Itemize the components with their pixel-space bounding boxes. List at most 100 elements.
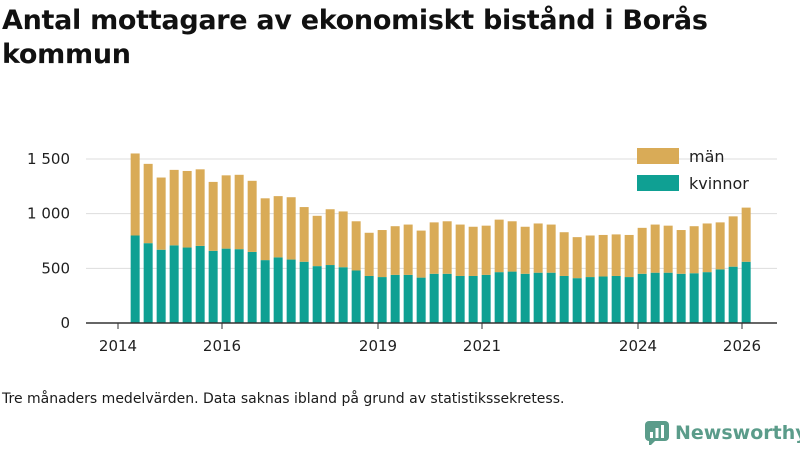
bar-man bbox=[234, 174, 244, 250]
bar-kvinnor bbox=[143, 243, 153, 323]
bar-man bbox=[650, 224, 660, 273]
bar-man bbox=[260, 198, 270, 261]
bar-man bbox=[494, 219, 504, 273]
bar-man bbox=[546, 224, 556, 273]
bar-kvinnor bbox=[442, 273, 452, 323]
bar-kvinnor bbox=[156, 249, 166, 323]
y-axis: 0 500 1 000 1 500 bbox=[27, 150, 70, 332]
bar-kvinnor bbox=[728, 266, 738, 323]
bar-kvinnor bbox=[377, 277, 387, 323]
y-tick-label: 500 bbox=[41, 259, 70, 277]
brand-logo[interactable]: Newsworthy bbox=[645, 419, 800, 447]
bar-man bbox=[143, 163, 153, 244]
bar-kvinnor bbox=[741, 261, 751, 323]
bar-man bbox=[520, 226, 530, 274]
bar-man bbox=[364, 232, 374, 276]
bar-kvinnor bbox=[234, 249, 244, 323]
bar-kvinnor bbox=[598, 276, 608, 323]
bar-kvinnor bbox=[637, 273, 647, 323]
bar-man bbox=[195, 169, 205, 246]
bar-kvinnor bbox=[663, 272, 673, 323]
bar-man bbox=[468, 226, 478, 276]
bar-kvinnor bbox=[611, 275, 621, 323]
bar-man bbox=[377, 230, 387, 278]
legend-swatch bbox=[637, 148, 679, 164]
y-tick-label: 1 500 bbox=[27, 150, 70, 168]
chart-title: Antal mottagare av ekonomiskt bistånd i … bbox=[2, 5, 708, 70]
bar-kvinnor bbox=[507, 271, 517, 323]
bar-man bbox=[156, 177, 166, 250]
bar-man bbox=[715, 222, 725, 270]
bar-man bbox=[299, 207, 309, 262]
bar-kvinnor bbox=[403, 274, 413, 323]
bar-man bbox=[247, 180, 257, 252]
x-tick-label: 2014 bbox=[99, 337, 137, 355]
bar-man bbox=[533, 223, 543, 273]
bar-kvinnor bbox=[416, 277, 426, 323]
x-axis: 2014 2016 2019 2021 2024 2026 bbox=[86, 322, 777, 355]
bar-kvinnor bbox=[273, 257, 283, 323]
bar-man bbox=[481, 225, 491, 275]
x-tick-label: 2021 bbox=[463, 337, 501, 355]
bar-kvinnor bbox=[468, 275, 478, 323]
bar-man bbox=[416, 230, 426, 278]
bar-man bbox=[585, 235, 595, 278]
legend: män kvinnor bbox=[637, 147, 749, 193]
bar-man bbox=[221, 175, 231, 249]
bar-man bbox=[663, 225, 673, 273]
bars bbox=[130, 153, 751, 323]
bar-kvinnor bbox=[481, 274, 491, 323]
bar-man bbox=[130, 153, 140, 236]
bar-kvinnor bbox=[208, 250, 218, 323]
legend-swatch bbox=[637, 175, 679, 191]
bar-man bbox=[689, 226, 699, 274]
bar-kvinnor bbox=[559, 275, 569, 323]
bar-man bbox=[507, 221, 517, 272]
bar-kvinnor bbox=[182, 247, 192, 323]
bar-kvinnor bbox=[130, 235, 140, 323]
brand-name: Newsworthy bbox=[675, 422, 800, 444]
x-tick-label: 2019 bbox=[359, 337, 397, 355]
bar-man bbox=[429, 222, 439, 274]
bar-kvinnor bbox=[546, 272, 556, 323]
bar-man bbox=[572, 237, 582, 279]
bar-man bbox=[208, 181, 218, 251]
bar-kvinnor bbox=[169, 245, 179, 323]
legend-label: kvinnor bbox=[689, 174, 749, 193]
bar-kvinnor bbox=[533, 272, 543, 323]
bar-kvinnor bbox=[429, 273, 439, 323]
bar-kvinnor bbox=[195, 245, 205, 323]
bar-man bbox=[637, 227, 647, 274]
bar-kvinnor bbox=[455, 275, 465, 323]
bar-kvinnor bbox=[247, 251, 257, 323]
bar-man bbox=[273, 196, 283, 258]
x-tick-label: 2016 bbox=[203, 337, 241, 355]
bar-man bbox=[611, 234, 621, 276]
bar-man bbox=[169, 169, 179, 246]
bar-kvinnor bbox=[312, 266, 322, 323]
bar-man bbox=[676, 230, 686, 274]
bar-kvinnor bbox=[572, 278, 582, 323]
bar-man bbox=[312, 215, 322, 267]
bar-kvinnor bbox=[585, 277, 595, 323]
bar-kvinnor bbox=[715, 269, 725, 323]
bar-kvinnor bbox=[338, 267, 348, 323]
bar-man bbox=[741, 207, 751, 262]
x-tick-label: 2026 bbox=[723, 337, 761, 355]
newsworthy-logo-icon bbox=[645, 421, 669, 445]
bar-man bbox=[182, 170, 192, 248]
bar-man bbox=[559, 232, 569, 276]
bar-man bbox=[728, 216, 738, 267]
bar-man bbox=[403, 224, 413, 275]
bar-man bbox=[442, 221, 452, 274]
bar-man bbox=[286, 197, 296, 260]
bar-man bbox=[390, 226, 400, 275]
bar-man bbox=[325, 209, 335, 266]
bar-kvinnor bbox=[260, 260, 270, 323]
bar-kvinnor bbox=[390, 274, 400, 323]
bar-man bbox=[598, 234, 608, 277]
bar-kvinnor bbox=[689, 273, 699, 323]
bar-kvinnor bbox=[364, 275, 374, 323]
bar-kvinnor bbox=[286, 259, 296, 323]
